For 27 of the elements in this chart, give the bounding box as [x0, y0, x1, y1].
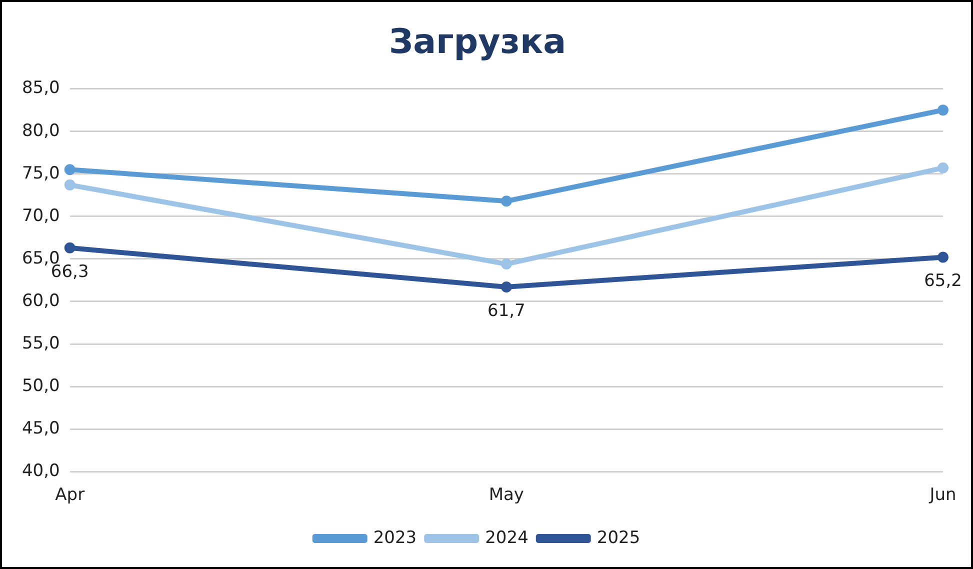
- point: [500, 258, 512, 270]
- y-tick-label: 70,0: [22, 206, 60, 226]
- point: [500, 282, 512, 293]
- y-tick-label: 80,0: [22, 120, 60, 141]
- legend-label: 2024: [485, 528, 528, 548]
- point: [64, 179, 76, 190]
- point: [938, 162, 948, 174]
- point: [64, 242, 76, 254]
- point: [938, 104, 948, 116]
- point: [64, 164, 76, 176]
- data-label: 65,2: [924, 271, 962, 292]
- x-tick-label: Jun: [928, 485, 956, 506]
- y-tick-label: 55,0: [22, 333, 60, 354]
- y-tick-label: 75,0: [22, 163, 60, 184]
- legend-label: 2025: [596, 528, 640, 548]
- legend-label: 2023: [373, 528, 417, 548]
- x-tick-label: Apr: [55, 485, 85, 506]
- y-tick-label: 50,0: [22, 376, 60, 396]
- point: [938, 252, 948, 263]
- x-tick-label: May: [488, 485, 524, 506]
- y-tick-label: 40,0: [22, 461, 60, 482]
- y-tick-label: 85,0: [22, 78, 60, 98]
- data-label: 61,7: [487, 300, 526, 321]
- y-tick-label: 60,0: [22, 290, 60, 311]
- y-tick-label: 45,0: [22, 418, 60, 438]
- point: [500, 196, 512, 207]
- chart-title: Загрузка: [388, 22, 566, 62]
